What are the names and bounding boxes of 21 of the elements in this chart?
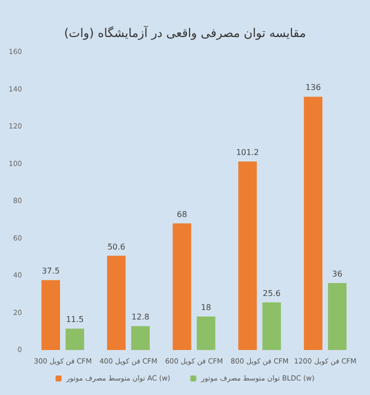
data-label: 25.6 bbox=[262, 288, 281, 298]
bar bbox=[304, 96, 322, 350]
bar bbox=[328, 282, 347, 350]
data-label: 136 bbox=[306, 83, 321, 92]
data-label: 18 bbox=[200, 302, 212, 312]
bar bbox=[131, 326, 150, 350]
bar bbox=[172, 223, 192, 350]
data-label: 11.5 bbox=[66, 315, 84, 324]
data-label: 37.5 bbox=[42, 266, 60, 276]
bar bbox=[41, 280, 60, 350]
data-label: 36 bbox=[332, 269, 342, 278]
chart-title: مقایسه توان مصرفی واقعی در آزمایشگاه (وات) bbox=[64, 25, 306, 40]
bar bbox=[66, 328, 84, 350]
data-label: 50.6 bbox=[107, 242, 126, 252]
data-label: 101.2 bbox=[236, 148, 260, 158]
bar bbox=[238, 162, 257, 350]
data-label: 12.8 bbox=[132, 312, 150, 322]
bar bbox=[107, 256, 126, 350]
bar bbox=[262, 302, 281, 350]
data-label: 68 bbox=[176, 210, 188, 219]
bar bbox=[196, 316, 216, 350]
